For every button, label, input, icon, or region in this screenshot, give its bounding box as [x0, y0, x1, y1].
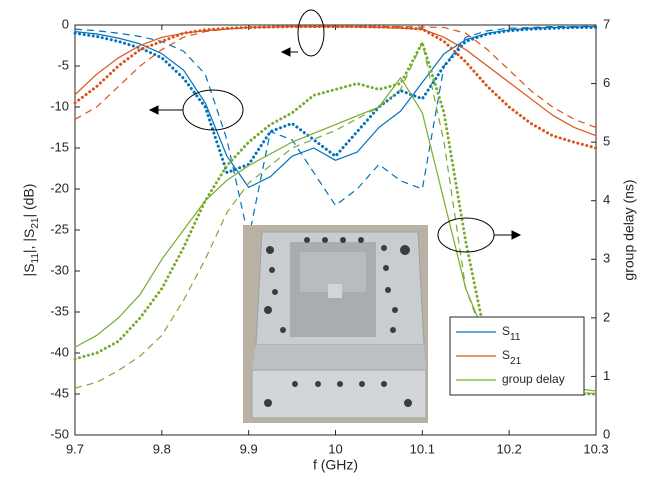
- y2-axis-label: group delay (ns): [621, 179, 637, 280]
- y-tick-label: -35: [50, 303, 69, 318]
- x-tick-label: 9.7: [66, 441, 84, 456]
- y2-tick-label: 2: [603, 309, 610, 324]
- y-tick-label: -10: [50, 98, 69, 113]
- annotation: [148, 9, 522, 253]
- series-line: [73, 25, 598, 175]
- y-tick-label: -5: [57, 57, 69, 72]
- y-tick-label: 0: [62, 16, 69, 31]
- y-tick-label: -45: [50, 385, 69, 400]
- y2-tick-label: 1: [603, 368, 610, 383]
- y-tick-label: -20: [50, 180, 69, 195]
- x-tick-label: 10: [328, 441, 342, 456]
- series-line: [74, 25, 597, 239]
- x-tick-label: 10.1: [410, 441, 435, 456]
- series-line: [74, 26, 597, 129]
- y2-tick-label: 0: [603, 426, 610, 441]
- x-tick-label: 10.2: [497, 441, 522, 456]
- legend-label: S11: [502, 324, 521, 343]
- series-line: [73, 25, 598, 150]
- legend-label: group delay: [502, 372, 565, 386]
- inset-photo: [243, 225, 428, 423]
- y-tick-label: -50: [50, 426, 69, 441]
- series-line: [74, 26, 597, 137]
- y-tick-label: -25: [50, 221, 69, 236]
- y2-tick-label: 4: [603, 192, 610, 207]
- y2-tick-label: 7: [603, 16, 610, 31]
- legend-label: S21: [502, 348, 522, 367]
- plot-frame: [74, 24, 597, 436]
- x-tick-label: 10.3: [583, 441, 608, 456]
- y2-tick-label: 6: [603, 75, 610, 90]
- x-axis-label: f (GHz): [313, 457, 358, 473]
- y2-tick-label: 5: [603, 134, 610, 149]
- series-line: [74, 26, 597, 188]
- y2-tick-label: 3: [603, 251, 610, 266]
- y-axis-label: |S11|, |S21| (dB): [21, 184, 41, 277]
- y-tick-label: -30: [50, 262, 69, 277]
- legend: S11 S21 group delay: [449, 316, 585, 396]
- x-tick-label: 9.9: [240, 441, 258, 456]
- y-tick-label: -15: [50, 139, 69, 154]
- y-tick-label: -40: [50, 344, 69, 359]
- x-tick-label: 9.8: [153, 441, 171, 456]
